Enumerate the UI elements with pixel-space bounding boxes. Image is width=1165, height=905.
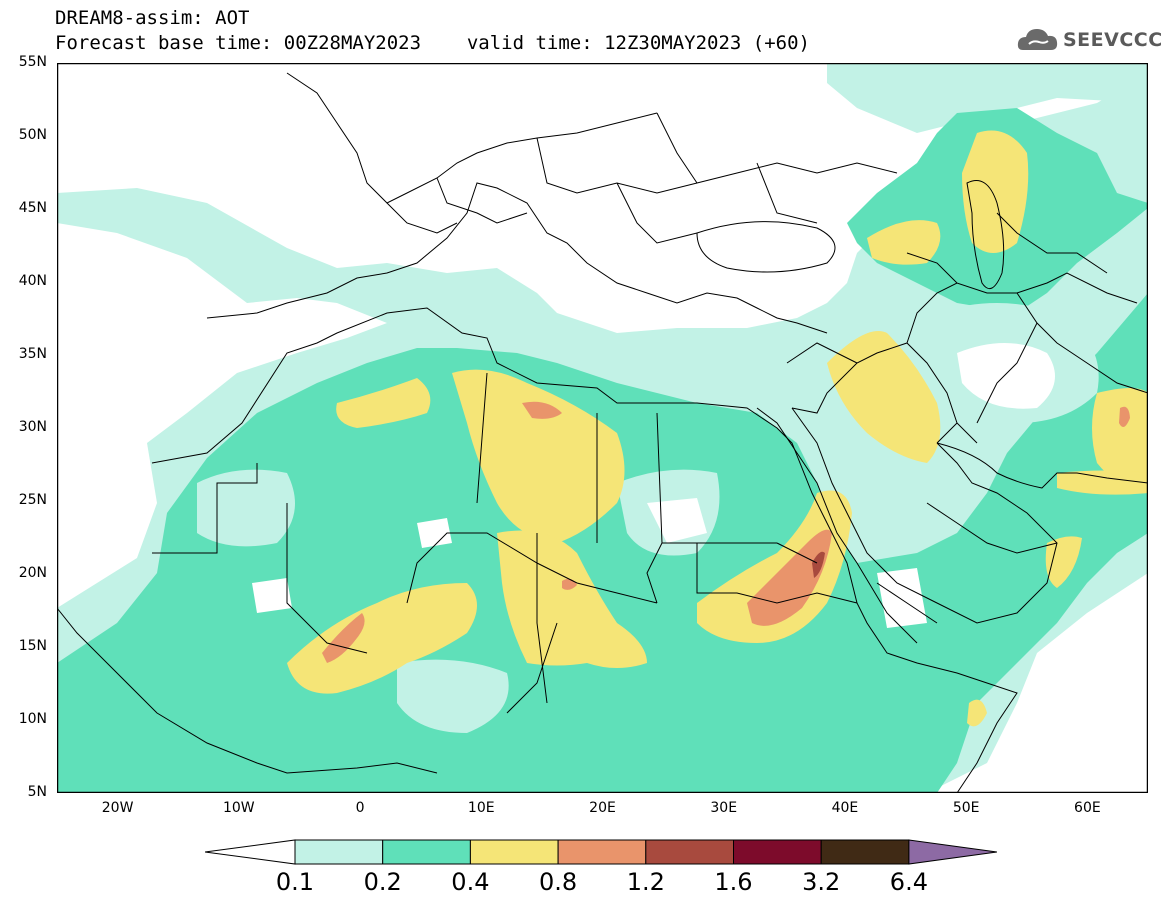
lon-label: 60E bbox=[1074, 800, 1101, 816]
border-lines-asia bbox=[976, 212, 1148, 424]
map-subtitle: Forecast base time: 00Z28MAY2023 valid t… bbox=[55, 33, 810, 53]
colorbar-segment bbox=[645, 839, 734, 865]
colorbar-segment bbox=[382, 839, 471, 865]
colorbar-label: 0.2 bbox=[363, 868, 402, 896]
lat-label: 50N bbox=[18, 127, 47, 143]
aot-level-04-oman bbox=[1045, 536, 1082, 588]
country-borders bbox=[57, 72, 1148, 793]
aot-level-04-algeria bbox=[336, 378, 431, 428]
coastline-persian-gulf bbox=[936, 442, 1148, 489]
lat-label: 55N bbox=[18, 54, 47, 70]
coastline-black-sea bbox=[696, 221, 836, 273]
aot-level-04-iran bbox=[1092, 388, 1148, 493]
colorbar-segment bbox=[733, 839, 822, 865]
aot-level-04-sudan bbox=[697, 490, 852, 643]
coastline-caspian bbox=[966, 180, 1005, 290]
map-frame bbox=[57, 63, 1148, 793]
aot-level-04-caucasus bbox=[867, 220, 941, 265]
lon-label: 30E bbox=[710, 800, 738, 816]
cloud-logo-icon bbox=[1017, 29, 1058, 50]
lon-label: 40E bbox=[831, 800, 859, 816]
aot-level-08-iran bbox=[1119, 406, 1130, 427]
lat-label: 25N bbox=[18, 492, 47, 508]
colorbar-segment bbox=[820, 839, 910, 865]
colorbar bbox=[205, 839, 997, 865]
lon-label: 20W bbox=[101, 800, 134, 816]
aot-level-12-sudan bbox=[812, 551, 825, 578]
colorbar-segment bbox=[294, 839, 384, 865]
lat-label: 45N bbox=[18, 200, 47, 216]
logo-text: SEEVCCC bbox=[1063, 29, 1163, 51]
colorbar-label: 0.8 bbox=[539, 868, 578, 896]
border-lines-middle-east bbox=[786, 252, 1138, 554]
coastline-red-sea bbox=[756, 407, 918, 644]
colorbar-segment bbox=[469, 839, 559, 865]
aot-level-04-sahara-central bbox=[452, 369, 625, 543]
lat-label: 10N bbox=[18, 711, 47, 727]
lon-label: 0 bbox=[355, 800, 365, 816]
coastline-west-africa bbox=[151, 307, 1018, 793]
lon-label: 10W bbox=[222, 800, 255, 816]
aot-level-01-b bbox=[827, 63, 1148, 133]
aot-level-04-chad bbox=[497, 530, 647, 668]
aot-contour-fields bbox=[57, 63, 1148, 793]
base-time: Forecast base time: 00Z28MAY2023 bbox=[55, 32, 422, 54]
aot-level-08-mali bbox=[322, 613, 365, 663]
coastline-europe-south bbox=[206, 182, 828, 334]
map-title: DREAM8-assim: AOT bbox=[55, 7, 250, 29]
aot-level-08-sudan bbox=[747, 529, 832, 626]
aot-level-08-libya bbox=[522, 401, 562, 419]
lat-label: 40N bbox=[18, 273, 47, 289]
lat-label: 15N bbox=[18, 638, 47, 654]
colorbar-label: 0.1 bbox=[275, 868, 315, 896]
aot-level-04-caspian bbox=[962, 130, 1029, 253]
colorbar-label: 1.6 bbox=[714, 868, 753, 896]
lat-label: 20N bbox=[18, 565, 47, 581]
colorbar-segment bbox=[557, 839, 647, 865]
lat-label: 5N bbox=[27, 784, 47, 800]
aot-level-04-gulf bbox=[1057, 470, 1148, 495]
coastline-arabia bbox=[791, 407, 1058, 624]
border-lines-africa bbox=[152, 372, 938, 714]
colorbar-label: 3.2 bbox=[802, 868, 841, 896]
colorbar-over-triangle bbox=[908, 839, 997, 865]
aot-level-04-sahel-west bbox=[287, 583, 477, 694]
lat-label: 30N bbox=[18, 419, 47, 435]
lon-label: 20E bbox=[589, 800, 616, 816]
aot-level-02-holes bbox=[197, 303, 1099, 733]
coastline-gulf-guinea bbox=[57, 607, 438, 774]
colorbar-label: 0.4 bbox=[451, 868, 490, 896]
aot-map bbox=[57, 63, 1148, 793]
colorbar-label: 6.4 bbox=[889, 868, 928, 896]
border-lines-europe bbox=[386, 112, 898, 244]
lon-label: 50E bbox=[952, 800, 980, 816]
aot-level-white-holes bbox=[252, 343, 1055, 628]
colorbar-under-triangle bbox=[205, 839, 296, 865]
colorbar-label: 1.2 bbox=[626, 868, 665, 896]
valid-time: valid time: 12Z30MAY2023 (+60) bbox=[466, 32, 810, 54]
lat-label: 35N bbox=[18, 346, 47, 362]
lon-label: 10E bbox=[467, 800, 495, 816]
aot-level-04-somalia bbox=[967, 699, 987, 727]
